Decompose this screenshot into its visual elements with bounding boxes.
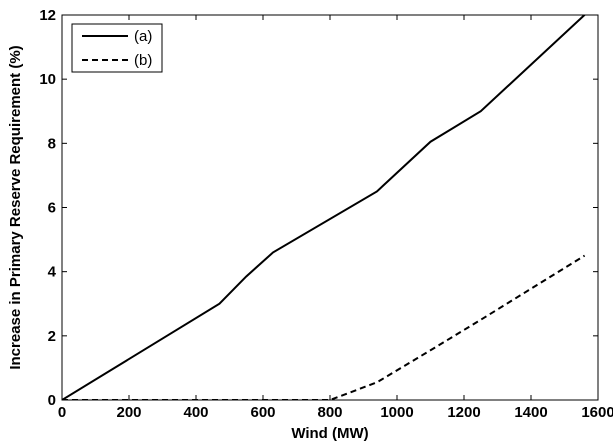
y-tick-label: 10 [39,71,56,88]
x-tick-label: 400 [183,404,208,421]
plot-area [61,14,599,401]
plot-frame [61,14,599,401]
series-line-b [62,254,586,400]
y-tick-label: 2 [48,328,56,345]
legend: (a) (b) [71,23,163,73]
x-tick-label: 1000 [380,404,413,421]
x-tick-label: 600 [250,404,275,421]
x-axis-label: Wind (MW) [291,425,368,442]
y-tick-label: 4 [48,264,57,281]
y-tick-label: 12 [39,7,56,24]
y-tick-label: 8 [48,135,56,152]
series-line-a [62,15,586,400]
series-layer [62,15,586,400]
x-tick-label: 1400 [514,404,547,421]
legend-label-a: (a) [134,28,152,45]
x-tick-label: 0 [58,404,66,421]
legend-box [71,23,163,73]
x-tick-label: 1600 [581,404,613,421]
y-axis-label: Increase in Primary Reserve Requirement … [7,45,24,369]
ticks-layer: 0 200 400 600 800 1000 1200 1400 1600 0 2 4 6 8 10 12 [39,7,613,421]
x-tick-label: 800 [317,404,342,421]
y-tick-label: 6 [48,200,56,217]
x-tick-label: 1200 [447,404,480,421]
legend-label-b: (b) [134,52,152,69]
y-tick-label: 0 [48,392,56,409]
x-tick-label: 200 [116,404,141,421]
